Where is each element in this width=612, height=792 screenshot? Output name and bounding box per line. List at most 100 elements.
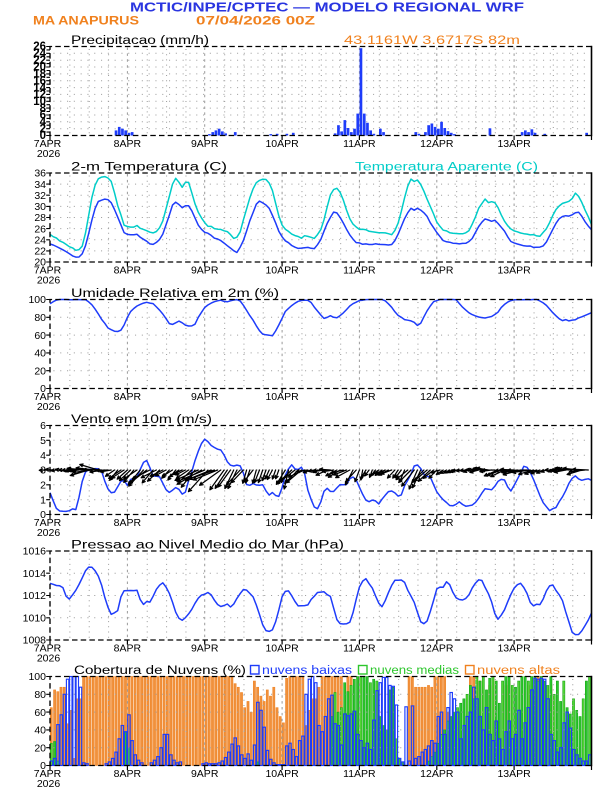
svg-text:12APR: 12APR xyxy=(420,768,454,780)
svg-text:12APR: 12APR xyxy=(420,138,454,150)
svg-text:12: 12 xyxy=(33,89,46,101)
svg-text:Cobertura de Nuvens (%): Cobertura de Nuvens (%) xyxy=(74,665,246,677)
svg-text:11APR: 11APR xyxy=(343,391,376,403)
svg-text:10APR: 10APR xyxy=(265,768,299,780)
svg-text:nuvens baixas: nuvens baixas xyxy=(262,665,352,677)
svg-text:1016: 1016 xyxy=(23,546,47,558)
svg-text:1: 1 xyxy=(40,494,46,506)
svg-text:32: 32 xyxy=(34,190,46,202)
svg-text:12APR: 12APR xyxy=(420,643,454,655)
svg-text:40: 40 xyxy=(34,348,46,360)
svg-text:8: 8 xyxy=(40,103,47,115)
svg-text:8APR: 8APR xyxy=(114,768,142,780)
svg-text:9APR: 9APR xyxy=(191,768,219,780)
svg-text:4: 4 xyxy=(40,117,47,129)
svg-text:9APR: 9APR xyxy=(191,643,219,655)
svg-text:10APR: 10APR xyxy=(265,265,299,277)
svg-text:14: 14 xyxy=(33,82,46,94)
svg-text:20: 20 xyxy=(34,742,46,754)
svg-text:4: 4 xyxy=(40,450,46,462)
svg-text:8APR: 8APR xyxy=(114,643,142,655)
svg-text:nuvens altas: nuvens altas xyxy=(477,665,560,677)
svg-text:2026: 2026 xyxy=(37,275,61,287)
svg-text:30: 30 xyxy=(34,201,46,213)
svg-text:5: 5 xyxy=(40,435,46,447)
svg-text:11APR: 11APR xyxy=(343,265,376,277)
svg-text:60: 60 xyxy=(34,707,46,719)
svg-text:26: 26 xyxy=(33,41,46,53)
svg-text:2-m Temperatura (C): 2-m Temperatura (C) xyxy=(71,162,227,174)
svg-text:36: 36 xyxy=(34,168,46,180)
svg-text:0: 0 xyxy=(40,383,46,395)
svg-text:7APR: 7APR xyxy=(34,391,62,403)
svg-text:43.1161W 3.6717S 82m: 43.1161W 3.6717S 82m xyxy=(344,35,520,47)
svg-text:2: 2 xyxy=(40,123,46,135)
svg-text:6: 6 xyxy=(40,110,46,122)
svg-text:11APR: 11APR xyxy=(343,138,376,150)
svg-text:7APR: 7APR xyxy=(34,768,62,780)
svg-text:12APR: 12APR xyxy=(420,391,454,403)
svg-text:7APR: 7APR xyxy=(34,643,62,655)
svg-text:2026: 2026 xyxy=(37,527,61,539)
svg-text:9APR: 9APR xyxy=(191,391,219,403)
svg-text:100: 100 xyxy=(28,671,46,683)
svg-text:13APR: 13APR xyxy=(497,517,531,529)
svg-text:18: 18 xyxy=(33,69,46,81)
svg-text:2026: 2026 xyxy=(37,148,61,160)
svg-text:10: 10 xyxy=(33,96,46,108)
svg-text:7APR: 7APR xyxy=(34,517,62,529)
svg-text:8APR: 8APR xyxy=(114,517,142,529)
svg-text:10APR: 10APR xyxy=(265,643,299,655)
svg-text:Precipitacao (mm/h): Precipitacao (mm/h) xyxy=(71,35,209,47)
svg-text:10APR: 10APR xyxy=(265,517,299,529)
svg-text:7APR: 7APR xyxy=(34,265,62,277)
svg-text:9APR: 9APR xyxy=(191,138,219,150)
svg-text:13APR: 13APR xyxy=(497,265,531,277)
svg-text:8APR: 8APR xyxy=(114,138,142,150)
svg-text:12APR: 12APR xyxy=(420,517,454,529)
svg-text:100: 100 xyxy=(28,294,46,306)
svg-text:0: 0 xyxy=(40,509,46,521)
svg-text:6: 6 xyxy=(40,420,46,432)
svg-text:Umidade Relativa em 2m (%): Umidade Relativa em 2m (%) xyxy=(71,288,279,300)
svg-text:8APR: 8APR xyxy=(114,391,142,403)
svg-text:2026: 2026 xyxy=(37,778,61,790)
svg-text:80: 80 xyxy=(34,312,46,324)
svg-text:24: 24 xyxy=(33,48,46,60)
svg-text:1008: 1008 xyxy=(23,635,47,647)
svg-text:2: 2 xyxy=(40,480,46,492)
svg-text:1012: 1012 xyxy=(23,590,47,602)
svg-text:MCTIC/INPE/CPTEC — MODELO REGI: MCTIC/INPE/CPTEC — MODELO REGIONAL WRF xyxy=(130,1,524,15)
svg-text:MA ANAPURUS: MA ANAPURUS xyxy=(33,14,139,28)
svg-text:2026: 2026 xyxy=(37,401,61,413)
svg-text:Vento em 10m (m/s): Vento em 10m (m/s) xyxy=(71,414,212,426)
svg-text:22: 22 xyxy=(34,246,46,258)
svg-text:1010: 1010 xyxy=(23,613,47,625)
svg-text:2026: 2026 xyxy=(37,653,61,665)
svg-text:7APR: 7APR xyxy=(34,138,62,150)
svg-text:0: 0 xyxy=(40,760,46,772)
svg-text:80: 80 xyxy=(34,689,46,701)
svg-text:11APR: 11APR xyxy=(343,768,376,780)
svg-text:13APR: 13APR xyxy=(497,643,531,655)
svg-text:8APR: 8APR xyxy=(114,265,142,277)
svg-text:60: 60 xyxy=(34,330,46,342)
svg-text:11APR: 11APR xyxy=(343,643,376,655)
svg-text:Pressao ao Nivel Medio do Mar: Pressao ao Nivel Medio do Mar (hPa) xyxy=(71,540,344,552)
svg-text:13APR: 13APR xyxy=(497,768,531,780)
svg-text:28: 28 xyxy=(34,212,46,224)
svg-text:26: 26 xyxy=(34,223,46,235)
svg-text:13APR: 13APR xyxy=(497,391,531,403)
svg-text:11APR: 11APR xyxy=(343,517,376,529)
svg-text:20: 20 xyxy=(34,365,46,377)
svg-text:10APR: 10APR xyxy=(265,391,299,403)
svg-text:9APR: 9APR xyxy=(191,517,219,529)
svg-text:0: 0 xyxy=(40,130,46,142)
svg-text:24: 24 xyxy=(34,234,46,246)
svg-text:07/04/2026 00Z: 07/04/2026 00Z xyxy=(196,14,315,28)
svg-text:1014: 1014 xyxy=(23,568,47,580)
svg-text:20: 20 xyxy=(34,257,46,269)
svg-text:9APR: 9APR xyxy=(191,265,219,277)
svg-text:22: 22 xyxy=(33,55,46,67)
svg-text:34: 34 xyxy=(34,179,46,191)
